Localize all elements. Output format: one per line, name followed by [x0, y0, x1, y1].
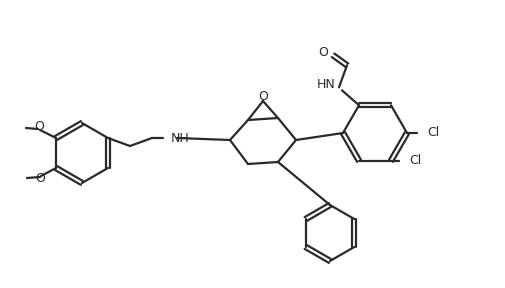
Text: Cl: Cl — [409, 154, 421, 167]
Text: O: O — [318, 46, 328, 59]
Text: Cl: Cl — [427, 126, 439, 139]
Text: NH: NH — [171, 132, 190, 145]
Text: HN: HN — [316, 78, 335, 91]
Text: O: O — [35, 173, 45, 185]
Text: O: O — [34, 120, 44, 134]
Text: O: O — [258, 90, 268, 103]
